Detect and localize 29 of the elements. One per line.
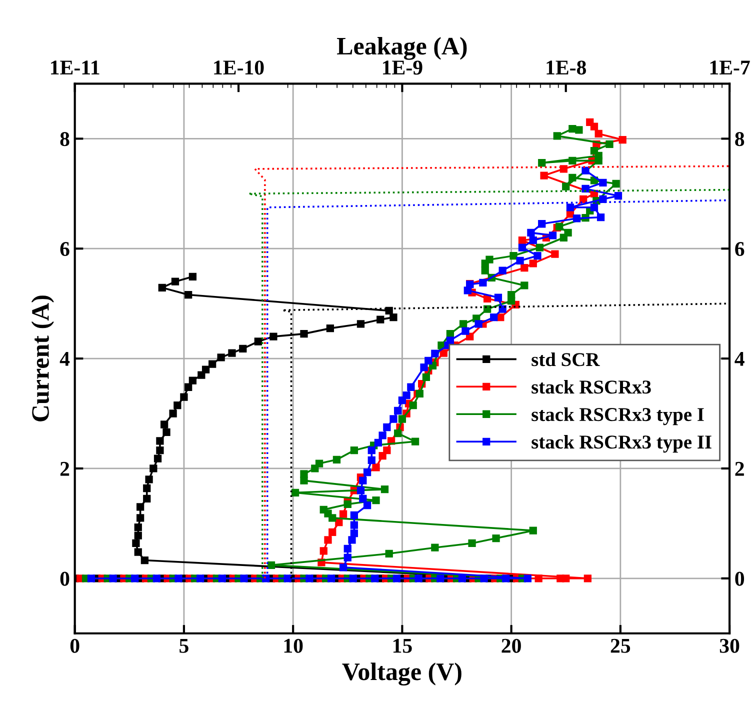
x-tick-label: 20: [502, 638, 521, 653]
y-tick-label: 2: [60, 462, 70, 476]
x2-tick-label: 1E-8: [546, 60, 586, 75]
y2-tick-label: 8: [735, 132, 744, 146]
x-tick-label: 15: [393, 638, 412, 653]
y2-tick-label: 0: [735, 572, 744, 586]
y-axis-title: Current (A): [31, 296, 54, 422]
x2-tick-label: 1E-10: [214, 60, 264, 75]
y-tick-label: 8: [60, 132, 70, 146]
x-tick-label: 5: [180, 639, 188, 653]
y2-tick-label: 6: [735, 242, 744, 256]
x-tick-label: 0: [70, 638, 80, 653]
x2-axis-title: Leakage (A): [337, 37, 467, 60]
x2-tick-label: 1E-7: [710, 60, 750, 74]
x2-tick-label: 1E-11: [51, 60, 100, 74]
legend-label: stack RSCRx3 type II: [532, 434, 712, 453]
y2-tick-label: 4: [734, 352, 744, 366]
legend-label: stack RSCRx3 type I: [532, 407, 704, 426]
x-tick-label: 30: [720, 638, 740, 653]
legend-label: std SCR: [532, 352, 600, 366]
legend-label: stack RSCRx3: [532, 380, 651, 394]
x-tick-label: 25: [610, 638, 630, 653]
y2-tick-label: 2: [735, 462, 744, 476]
x2-tick-label: 1E-9: [383, 60, 422, 75]
y-tick-label: 4: [60, 352, 70, 366]
x-tick-label: 10: [284, 638, 303, 653]
y-tick-label: 0: [60, 572, 70, 586]
x-axis-title: Voltage (V): [342, 662, 462, 686]
y-tick-label: 6: [60, 242, 70, 256]
